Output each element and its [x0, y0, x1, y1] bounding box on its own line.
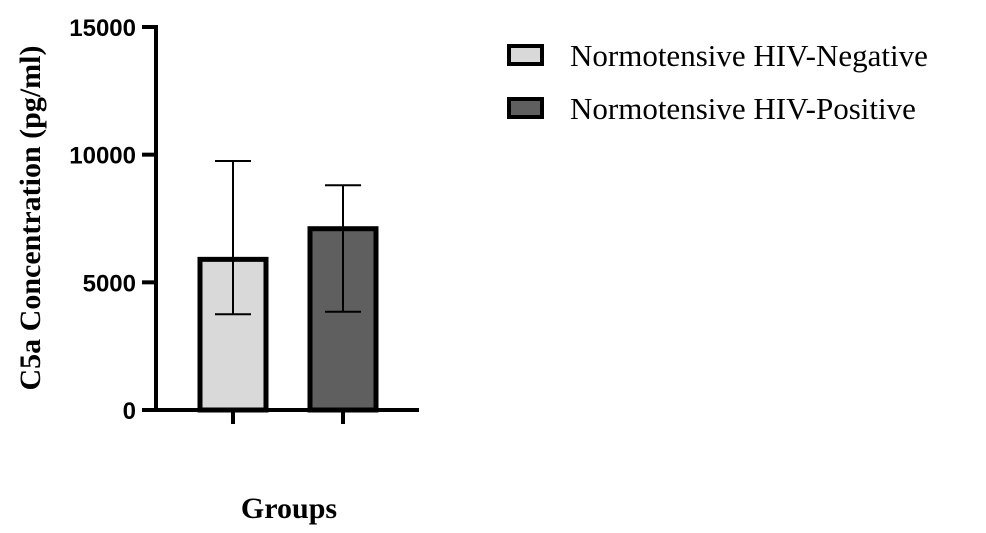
x-axis-title: Groups — [241, 492, 337, 525]
y-tick-label: 10000 — [69, 143, 136, 170]
legend-label: Normotensive HIV-Positive — [570, 91, 916, 126]
y-axis-ticks: 0 5000 10000 15000 — [69, 15, 156, 425]
y-axis-title: C5a Concentration (pg/ml) — [14, 46, 47, 391]
error-bars-group — [215, 160, 361, 316]
y-tick-label: 0 — [123, 398, 136, 425]
y-tick-label: 15000 — [69, 15, 136, 42]
legend-label: Normotensive HIV-Negative — [570, 38, 928, 73]
legend-swatch — [507, 97, 544, 119]
x-axis-ticks — [231, 410, 345, 424]
legend-swatch — [507, 44, 544, 66]
y-tick-label: 5000 — [83, 270, 136, 297]
legend: Normotensive HIV-Negative Normotensive HI… — [507, 38, 928, 126]
bars-group — [197, 226, 379, 413]
